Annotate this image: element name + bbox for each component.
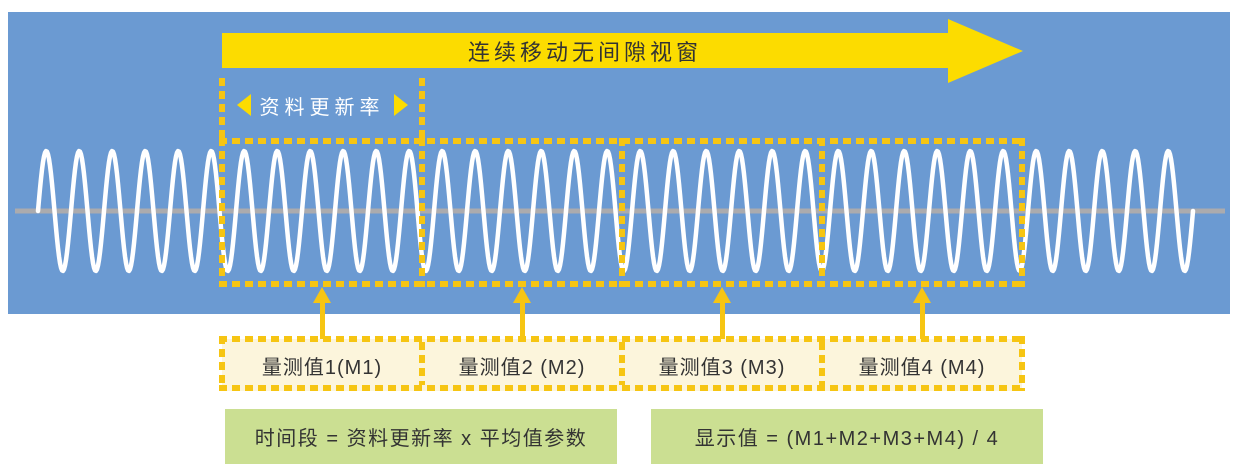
update-rate-bracket-right [419,78,425,144]
right-arrowhead-icon [393,94,408,116]
arrow-up-icon [313,287,331,303]
measurement-cell-1: 量测值1(M1) [261,356,383,379]
update-rate-bracket-left [219,78,225,144]
measurement-row-left-edge [219,336,225,391]
arrow-up-icon [513,287,531,303]
window-box-left-edge [219,138,225,287]
measurement-cell-4: 量测值4 (M4) [858,356,986,379]
left-arrowhead-icon [236,94,251,116]
moving-window-arrowhead-icon [948,19,1023,83]
arrow-stem [720,302,725,339]
arrow-up-icon [913,287,931,303]
window-divider-1 [419,138,425,287]
measurement-row-bottom-edge [219,385,1025,391]
measurement-row-right-edge [1019,336,1025,391]
formula-box-display-value: 显示值 = (M1+M2+M3+M4) / 4 [651,409,1043,464]
window-divider-2 [619,138,625,287]
window-divider-3 [819,138,825,287]
measurement-row-divider-1 [419,342,425,385]
arrow-up-icon [713,287,731,303]
measurement-row-top-edge [219,336,1025,342]
measurement-row-divider-3 [819,342,825,385]
window-box-right-edge [1019,138,1025,287]
arrow-stem [520,302,525,339]
measurement-cell-3: 量测值3 (M3) [658,356,786,379]
arrow-stem [920,302,925,339]
formula-box-time-period: 时间段 = 资料更新率 x 平均值参数 [225,409,617,464]
update-rate-label: 资料更新率 [222,86,422,124]
measurement-cell-2: 量测值2 (M2) [458,356,586,379]
moving-window-arrow: 连续移动无间隙视窗 [222,33,948,68]
moving-window-arrow-label: 连续移动无间隙视窗 [467,39,702,65]
update-rate-text: 资料更新率 [259,96,385,119]
arrow-stem [320,302,325,339]
measurement-row-divider-2 [619,342,625,385]
